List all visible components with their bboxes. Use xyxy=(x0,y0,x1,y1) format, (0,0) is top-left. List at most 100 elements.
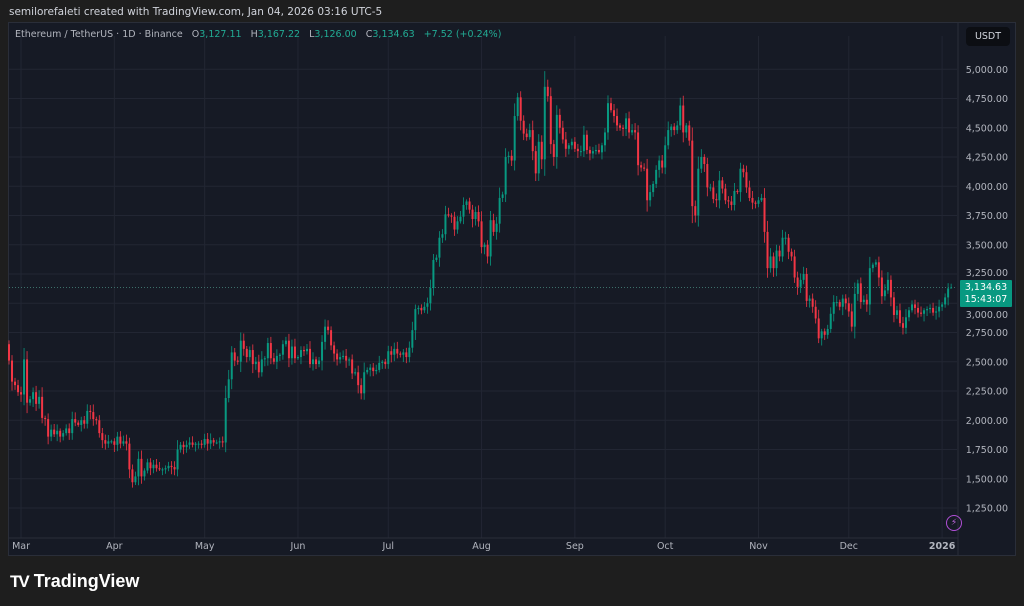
candle-up xyxy=(784,237,787,239)
candle-up xyxy=(567,145,570,149)
candle-up xyxy=(167,465,170,469)
candle-up xyxy=(122,441,125,444)
candle-up xyxy=(555,114,558,157)
candle-down xyxy=(236,360,239,362)
candle-down xyxy=(47,419,50,437)
candle-down xyxy=(790,251,793,257)
time-tick-label: Apr xyxy=(106,541,123,552)
candle-up xyxy=(676,125,679,131)
candle-down xyxy=(742,168,745,173)
price-tick-label: 2,000.00 xyxy=(966,416,1008,427)
candle-up xyxy=(411,330,414,348)
candle-up xyxy=(29,399,32,403)
candle-up xyxy=(299,350,302,358)
candle-up xyxy=(489,220,492,257)
candle-up xyxy=(808,298,811,301)
candle-down xyxy=(817,318,820,339)
candle-down xyxy=(688,125,691,141)
candle-up xyxy=(134,476,137,483)
candle-up xyxy=(507,155,510,157)
candle-down xyxy=(59,430,62,437)
candle-up xyxy=(474,211,477,220)
candle-down xyxy=(628,118,631,133)
candle-up xyxy=(408,347,411,358)
candle-up xyxy=(65,428,68,434)
brand-name: TradingView xyxy=(33,571,140,591)
candle-down xyxy=(805,274,808,301)
currency-button[interactable]: USDT xyxy=(966,27,1010,46)
candle-up xyxy=(504,157,507,195)
price-tick-label: 4,250.00 xyxy=(966,153,1008,164)
candle-down xyxy=(287,340,290,359)
candle-up xyxy=(321,341,324,361)
price-tick-label: 4,500.00 xyxy=(966,123,1008,134)
candle-down xyxy=(889,279,892,298)
lightning-icon[interactable]: ⚡ xyxy=(946,515,962,531)
candle-up xyxy=(248,350,251,358)
candle-up xyxy=(775,250,778,269)
candle-up xyxy=(375,369,378,372)
price-tick-label: 4,000.00 xyxy=(966,182,1008,193)
candle-up xyxy=(709,187,712,189)
candle-down xyxy=(880,277,883,297)
candle-down xyxy=(549,96,552,145)
high-value: 3,167.22 xyxy=(257,29,301,40)
candle-down xyxy=(712,187,715,200)
bar-countdown: 15:43:07 xyxy=(964,294,1008,305)
close-label: C xyxy=(365,29,373,40)
candle-down xyxy=(333,345,336,354)
candle-down xyxy=(272,358,275,362)
candle-down xyxy=(327,326,330,331)
candle-down xyxy=(128,443,131,470)
candle-up xyxy=(826,328,829,335)
candle-down xyxy=(158,468,161,470)
candle-up xyxy=(769,256,772,269)
candle-down xyxy=(736,190,739,193)
candle-down xyxy=(11,360,14,382)
candle-up xyxy=(275,355,278,362)
candle-up xyxy=(188,442,191,445)
candle-up xyxy=(342,355,345,358)
candle-up xyxy=(324,326,327,342)
price-tick-label: 2,750.00 xyxy=(966,328,1008,339)
candle-up xyxy=(366,369,369,373)
candle-down xyxy=(637,132,640,166)
candle-down xyxy=(125,441,128,444)
candle-up xyxy=(594,149,597,152)
symbol-title[interactable]: Ethereum / TetherUS · 1D · Binance xyxy=(15,29,183,40)
chart-panel[interactable] xyxy=(8,22,1016,556)
candle-up xyxy=(856,283,859,294)
candle-up xyxy=(116,436,119,445)
candle-up xyxy=(904,317,907,328)
time-tick-label: Dec xyxy=(840,541,858,552)
candle-down xyxy=(486,244,489,257)
price-tick-label: 1,500.00 xyxy=(966,474,1008,485)
candle-up xyxy=(348,359,351,361)
candle-down xyxy=(200,443,203,445)
candle-up xyxy=(841,298,844,307)
candle-down xyxy=(251,350,254,365)
candle-down xyxy=(619,125,622,128)
candle-down xyxy=(561,127,564,140)
candle-up xyxy=(739,168,742,193)
candle-up xyxy=(305,348,308,352)
candle-down xyxy=(384,361,387,365)
candle-down xyxy=(534,151,537,174)
candle-up xyxy=(465,201,468,205)
candle-up xyxy=(137,458,140,477)
candle-up xyxy=(606,103,609,133)
candle-up xyxy=(417,307,420,310)
candle-up xyxy=(62,433,65,437)
candle-down xyxy=(898,310,901,324)
candle-down xyxy=(865,299,868,305)
candle-up xyxy=(429,288,432,304)
candle-up xyxy=(414,309,417,331)
last-price-label: 3,134.63 15:43:07 xyxy=(960,280,1012,307)
candle-up xyxy=(537,141,540,174)
candle-up xyxy=(107,441,110,444)
candle-up xyxy=(462,204,465,217)
candle-down xyxy=(558,114,561,128)
candle-up xyxy=(152,464,155,469)
candle-up xyxy=(667,130,670,146)
